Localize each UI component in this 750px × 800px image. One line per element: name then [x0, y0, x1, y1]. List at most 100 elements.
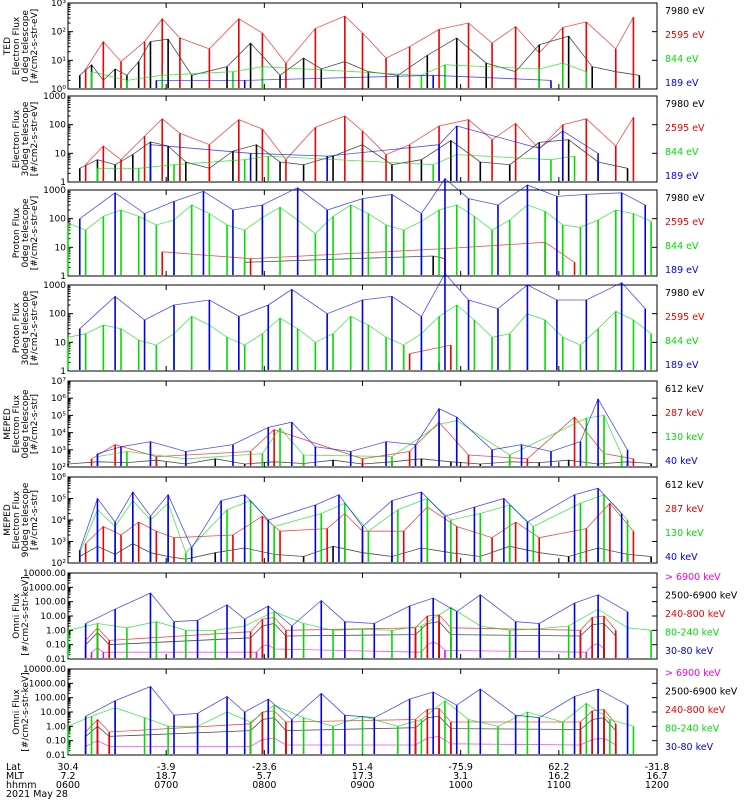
y-tick-label: 0.01 — [46, 655, 66, 665]
legend-entry: 2595 eV — [665, 312, 705, 323]
footer-mlt-value: 16.2 — [548, 771, 569, 782]
y-tick-label: 100 — [49, 121, 66, 131]
legend-entry: 130 keV — [665, 528, 704, 539]
data-trace — [67, 700, 634, 727]
y-tick-label: 0.01 — [46, 751, 66, 761]
y-tick-label: 100.00 — [35, 598, 67, 608]
footer-mlt-label: MLT — [6, 771, 24, 782]
footer-hhmm-value: 1000 — [449, 780, 473, 791]
panel-1: 10⁰ 10¹ 10² 10³ TED Electron Flux 0 deg telesc… — [3, 0, 705, 95]
y-tick-label: 10³ — [51, 538, 66, 548]
y-axis-label-line: 0deg telescope — [21, 389, 31, 459]
y-axis-label-line: 30deg telescope — [21, 101, 31, 176]
data-trace — [91, 641, 605, 653]
data-trace — [244, 255, 446, 263]
y-axis-label-line: 0 deg telescope — [21, 10, 31, 82]
legend-entry: 189 eV — [665, 171, 699, 182]
y-tick-label: 1 — [60, 272, 66, 282]
y-tick-label: 10⁰ — [51, 85, 66, 95]
footer-hhmm-value: 1100 — [547, 780, 571, 791]
panel-2: 1 10 100 1000 Electron Flux 30deg telescope [#… — [12, 92, 705, 188]
y-axis-label-line: [#/cm2-s-str-eV] — [30, 196, 40, 271]
legend-entry: 189 eV — [665, 360, 699, 371]
legend-entry: 7980 eV — [665, 99, 705, 110]
legend-entry: 844 eV — [665, 241, 699, 252]
legend-entry: 2595 eV — [665, 30, 705, 41]
panel-7: 0.01 0.10 1.00 10.00 100.00 1000.00 10000.00 Om… — [12, 569, 738, 665]
y-tick-label: 10⁷ — [51, 377, 66, 387]
data-trace — [79, 543, 652, 560]
y-tick-label: 1000 — [43, 92, 66, 102]
series-2595-ev — [408, 344, 452, 370]
series-30-80-kev — [84, 592, 629, 658]
data-trace — [156, 74, 552, 81]
footer-mlt-value: 5.7 — [257, 771, 272, 782]
y-tick-label: 1 — [60, 367, 66, 377]
y-tick-label: 10⁴ — [51, 429, 66, 439]
legend-entry: 287 keV — [665, 504, 704, 515]
y-axis-label-line: [#/cm2-s-str-eV] — [30, 9, 40, 84]
y-axis-label-line: MEPED — [3, 408, 13, 440]
footer-lat-value: 30.4 — [57, 762, 78, 773]
y-axis-label-line: 30deg telescope — [21, 290, 31, 365]
y-tick-label: 10³ — [51, 446, 66, 456]
y-tick-label: 10 — [55, 243, 67, 253]
series-189-ev — [78, 178, 647, 275]
y-tick-label: 10.00 — [40, 612, 66, 622]
data-trace — [91, 62, 587, 81]
y-tick-label: 1000.00 — [29, 679, 66, 689]
y-axis-label-line: [#/cm2-s-str] — [30, 490, 40, 550]
y-tick-label: 1.00 — [46, 626, 66, 636]
legend-entry: 80-240 keV — [665, 628, 720, 639]
y-tick-label: 10¹ — [51, 56, 66, 66]
footer-lat-value: 51.4 — [352, 762, 373, 773]
series-844-ev — [67, 304, 652, 370]
series-40-kev — [96, 398, 629, 466]
y-axis-label-line: Proton Flux — [12, 207, 22, 258]
panel-5: 10² 10³ 10⁴ 10⁵ 10⁶ 10⁷ MEPED Electron Flux 0deg… — [3, 377, 704, 473]
panel-6: 10² 10³ 10⁴ 10⁵ 10⁶ MEPED Electron Flux 90deg t… — [3, 473, 704, 569]
footer-lat-value: 62.2 — [548, 762, 569, 773]
y-axis-label-line: 90deg telescope — [21, 482, 31, 557]
legend-entry: 189 eV — [665, 265, 699, 276]
legend-entry: 2595 eV — [665, 217, 705, 228]
legend-entry: 40 keV — [665, 456, 698, 467]
legend-entry: > 6900 keV — [665, 668, 721, 679]
data-trace — [79, 178, 646, 220]
legend-entry: 844 eV — [665, 54, 699, 65]
data-trace — [97, 398, 628, 454]
panel-8: 0.01 0.10 1.00 10.00 100.00 1000.00 10000.00 Om… — [12, 665, 738, 761]
y-axis-label-line: [#/cm2-s-str-keV] — [21, 576, 31, 655]
footer-date-label: 2021 May 28 — [6, 789, 68, 800]
y-axis-label-line: 0deg telescope — [21, 198, 31, 268]
footer-hhmm-value: 0600 — [56, 780, 80, 791]
legend-entry: 30-80 keV — [665, 646, 714, 657]
legend-entry: 240-800 keV — [665, 609, 726, 620]
data-trace — [67, 606, 652, 631]
y-tick-label: 10 — [55, 149, 67, 159]
y-axis-label-line: Proton Flux — [12, 302, 22, 353]
data-trace — [79, 487, 622, 551]
y-axis-label-line: Omni Flux — [12, 689, 22, 735]
y-tick-label: 10000.00 — [23, 569, 66, 579]
y-tick-label: 10² — [51, 559, 66, 569]
y-tick-label: 0.10 — [46, 641, 66, 651]
footer-lat-value: -3.9 — [157, 762, 176, 773]
y-tick-label: 10 — [55, 338, 67, 348]
y-axis-label-line: [#/cm2-s-str] — [30, 394, 40, 454]
series-40-kev — [78, 487, 623, 562]
y-axis-label-line: Electron Flux — [12, 109, 22, 168]
footer-hhmm-value: 0800 — [252, 780, 276, 791]
legend-entry: 80-240 keV — [665, 724, 720, 735]
legend-entry: 189 eV — [665, 78, 699, 89]
footer-hhmm-value: 0900 — [350, 780, 374, 791]
legend-entry: 612 keV — [665, 384, 704, 395]
y-axis-label-line: [#/cm2-s-str-keV] — [21, 672, 31, 751]
y-axis-label-line: Omni Flux — [12, 593, 22, 639]
data-trace — [150, 125, 599, 157]
footer-mlt-value: 7.2 — [60, 771, 75, 782]
footer-hhmm-label: hhmm — [6, 780, 37, 791]
y-tick-label: 10² — [51, 28, 66, 38]
y-tick-label: 10² — [51, 463, 66, 473]
panel-3: 1 10 100 1000 Proton Flux 0deg telescope [#/cm… — [12, 178, 705, 282]
